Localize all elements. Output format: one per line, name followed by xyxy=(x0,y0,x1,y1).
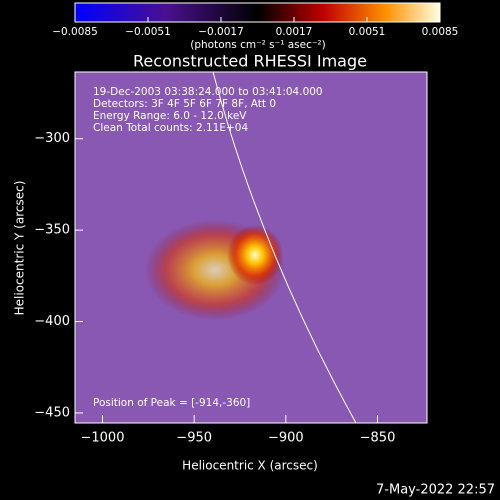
colorbar-tick-label: 0.0051 xyxy=(349,26,386,38)
x-tick-label: −900 xyxy=(268,431,304,446)
annotation: Clean Total counts: 2.11E+04 xyxy=(93,122,248,134)
x-axis-label: Heliocentric X (arcsec) xyxy=(182,459,318,473)
colorbar-tick-label: −0.0017 xyxy=(198,26,244,38)
annotation: Detectors: 3F 4F 5F 6F 7F 8F, Att 0 xyxy=(93,98,276,110)
colorbar xyxy=(74,2,441,23)
colorbar-tick-label: −0.0085 xyxy=(52,26,98,38)
x-tick-label: −1000 xyxy=(81,431,125,446)
x-tick-label: −850 xyxy=(360,431,396,446)
colorbar-tick-label: −0.0051 xyxy=(125,26,171,38)
y-tick-label: −300 xyxy=(34,131,70,146)
timestamp: 7-May-2022 22:57 xyxy=(376,483,495,498)
x-tick-label: −950 xyxy=(176,431,212,446)
annotation: 19-Dec-2003 03:38:24.000 to 03:41:04.000 xyxy=(93,86,323,98)
colorbar-label: (photons cm⁻² s⁻¹ asec⁻²) xyxy=(190,39,325,51)
colorbar-tick-label: 0.0085 xyxy=(422,26,459,38)
solar-limb xyxy=(212,72,357,423)
annotation: Energy Range: 6.0 - 12.0 keV xyxy=(93,110,247,122)
plot-frame xyxy=(74,71,428,424)
y-tick-label: −350 xyxy=(34,223,70,238)
peak-annotation: Position of Peak = [-914,-360] xyxy=(93,397,250,409)
chart-title: Reconstructed RHESSI Image xyxy=(133,52,367,71)
y-axis-label: Heliocentric Y (arcsec) xyxy=(13,181,27,316)
colorbar-tick-label: 0.0017 xyxy=(276,26,313,38)
y-tick-label: −450 xyxy=(34,405,70,420)
y-tick-label: −400 xyxy=(34,314,70,329)
image xyxy=(75,72,427,423)
